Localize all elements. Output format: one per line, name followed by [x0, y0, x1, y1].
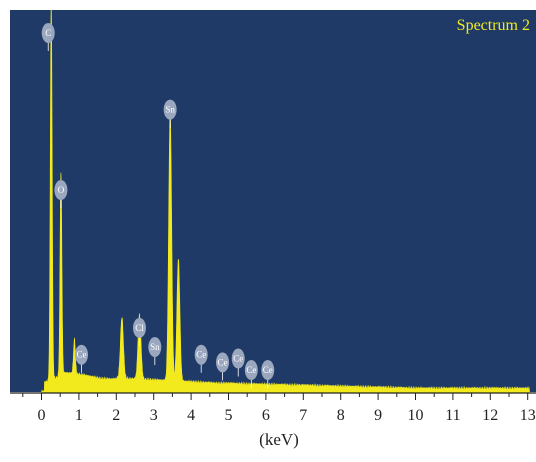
spectrum-series [41, 9, 530, 394]
x-tick-label: 4 [187, 407, 195, 424]
plot-background [10, 10, 536, 392]
peak-marker-badge [41, 22, 55, 43]
peak-marker-badge [75, 344, 89, 365]
peak-label-marker: Sn [163, 99, 177, 128]
peak-label-marker: O [54, 180, 68, 209]
peak-label-marker: Ce [194, 344, 208, 373]
peak-marker-badge [54, 180, 68, 201]
x-tick-label: 12 [482, 407, 498, 424]
x-tick-label: 5 [225, 407, 233, 424]
peak-label-text: Ce [218, 357, 228, 367]
peak-marker-badge [163, 99, 177, 120]
peak-marker-badge [148, 337, 162, 358]
peak-label-text: O [58, 185, 65, 195]
peak-marker-badge [194, 344, 208, 365]
peak-label-marker: Ce [216, 352, 230, 381]
peak-label-text: C [45, 28, 51, 38]
x-tick-label: 0 [38, 407, 46, 424]
x-tick-label: 7 [299, 407, 307, 424]
peak-label-marker: Ce [244, 360, 258, 389]
x-tick-label: 8 [337, 407, 345, 424]
x-axis-title: (keV) [259, 430, 299, 449]
peak-label-text: Ce [246, 365, 256, 375]
peak-marker-badge [231, 348, 245, 369]
peak-marker-badge [132, 317, 146, 338]
spectrum-layer [41, 9, 530, 394]
peak-label-text: Ce [77, 350, 87, 360]
x-tick-label: 3 [150, 407, 158, 424]
peak-marker-badge [216, 352, 230, 373]
peak-label-marker: Ce [261, 360, 275, 389]
peak-label-marker: Ce [75, 344, 89, 373]
peak-label-text: Ce [233, 354, 243, 364]
peak-label-marker: C [41, 22, 55, 51]
peak-label-marker: Cl [132, 317, 146, 346]
peak-label-text: Ce [263, 365, 273, 375]
peak-marker-badge [261, 360, 275, 381]
x-ticks: 0 1 2 3 4 5 6 7 8 9 10 11 12 13 [22, 393, 536, 424]
peak-marker-badge [244, 360, 258, 381]
chart-title: Spectrum 2 [457, 17, 530, 34]
x-tick-label: 2 [112, 407, 120, 424]
x-tick-label: 11 [445, 407, 460, 424]
peak-label-text: Sn [150, 342, 160, 352]
peak-label-marker: Sn [148, 337, 162, 366]
x-tick-label: 13 [520, 407, 536, 424]
x-tick-label: 1 [75, 407, 83, 424]
x-tick-label: 6 [262, 407, 270, 424]
x-tick-label: 9 [374, 407, 382, 424]
peak-label-marker: Ce [231, 348, 245, 377]
peak-label-text: Cl [135, 323, 144, 333]
peak-label-text: Ce [196, 350, 206, 360]
x-tick-label: 10 [408, 407, 424, 424]
peak-label-text: Sn [165, 105, 175, 115]
